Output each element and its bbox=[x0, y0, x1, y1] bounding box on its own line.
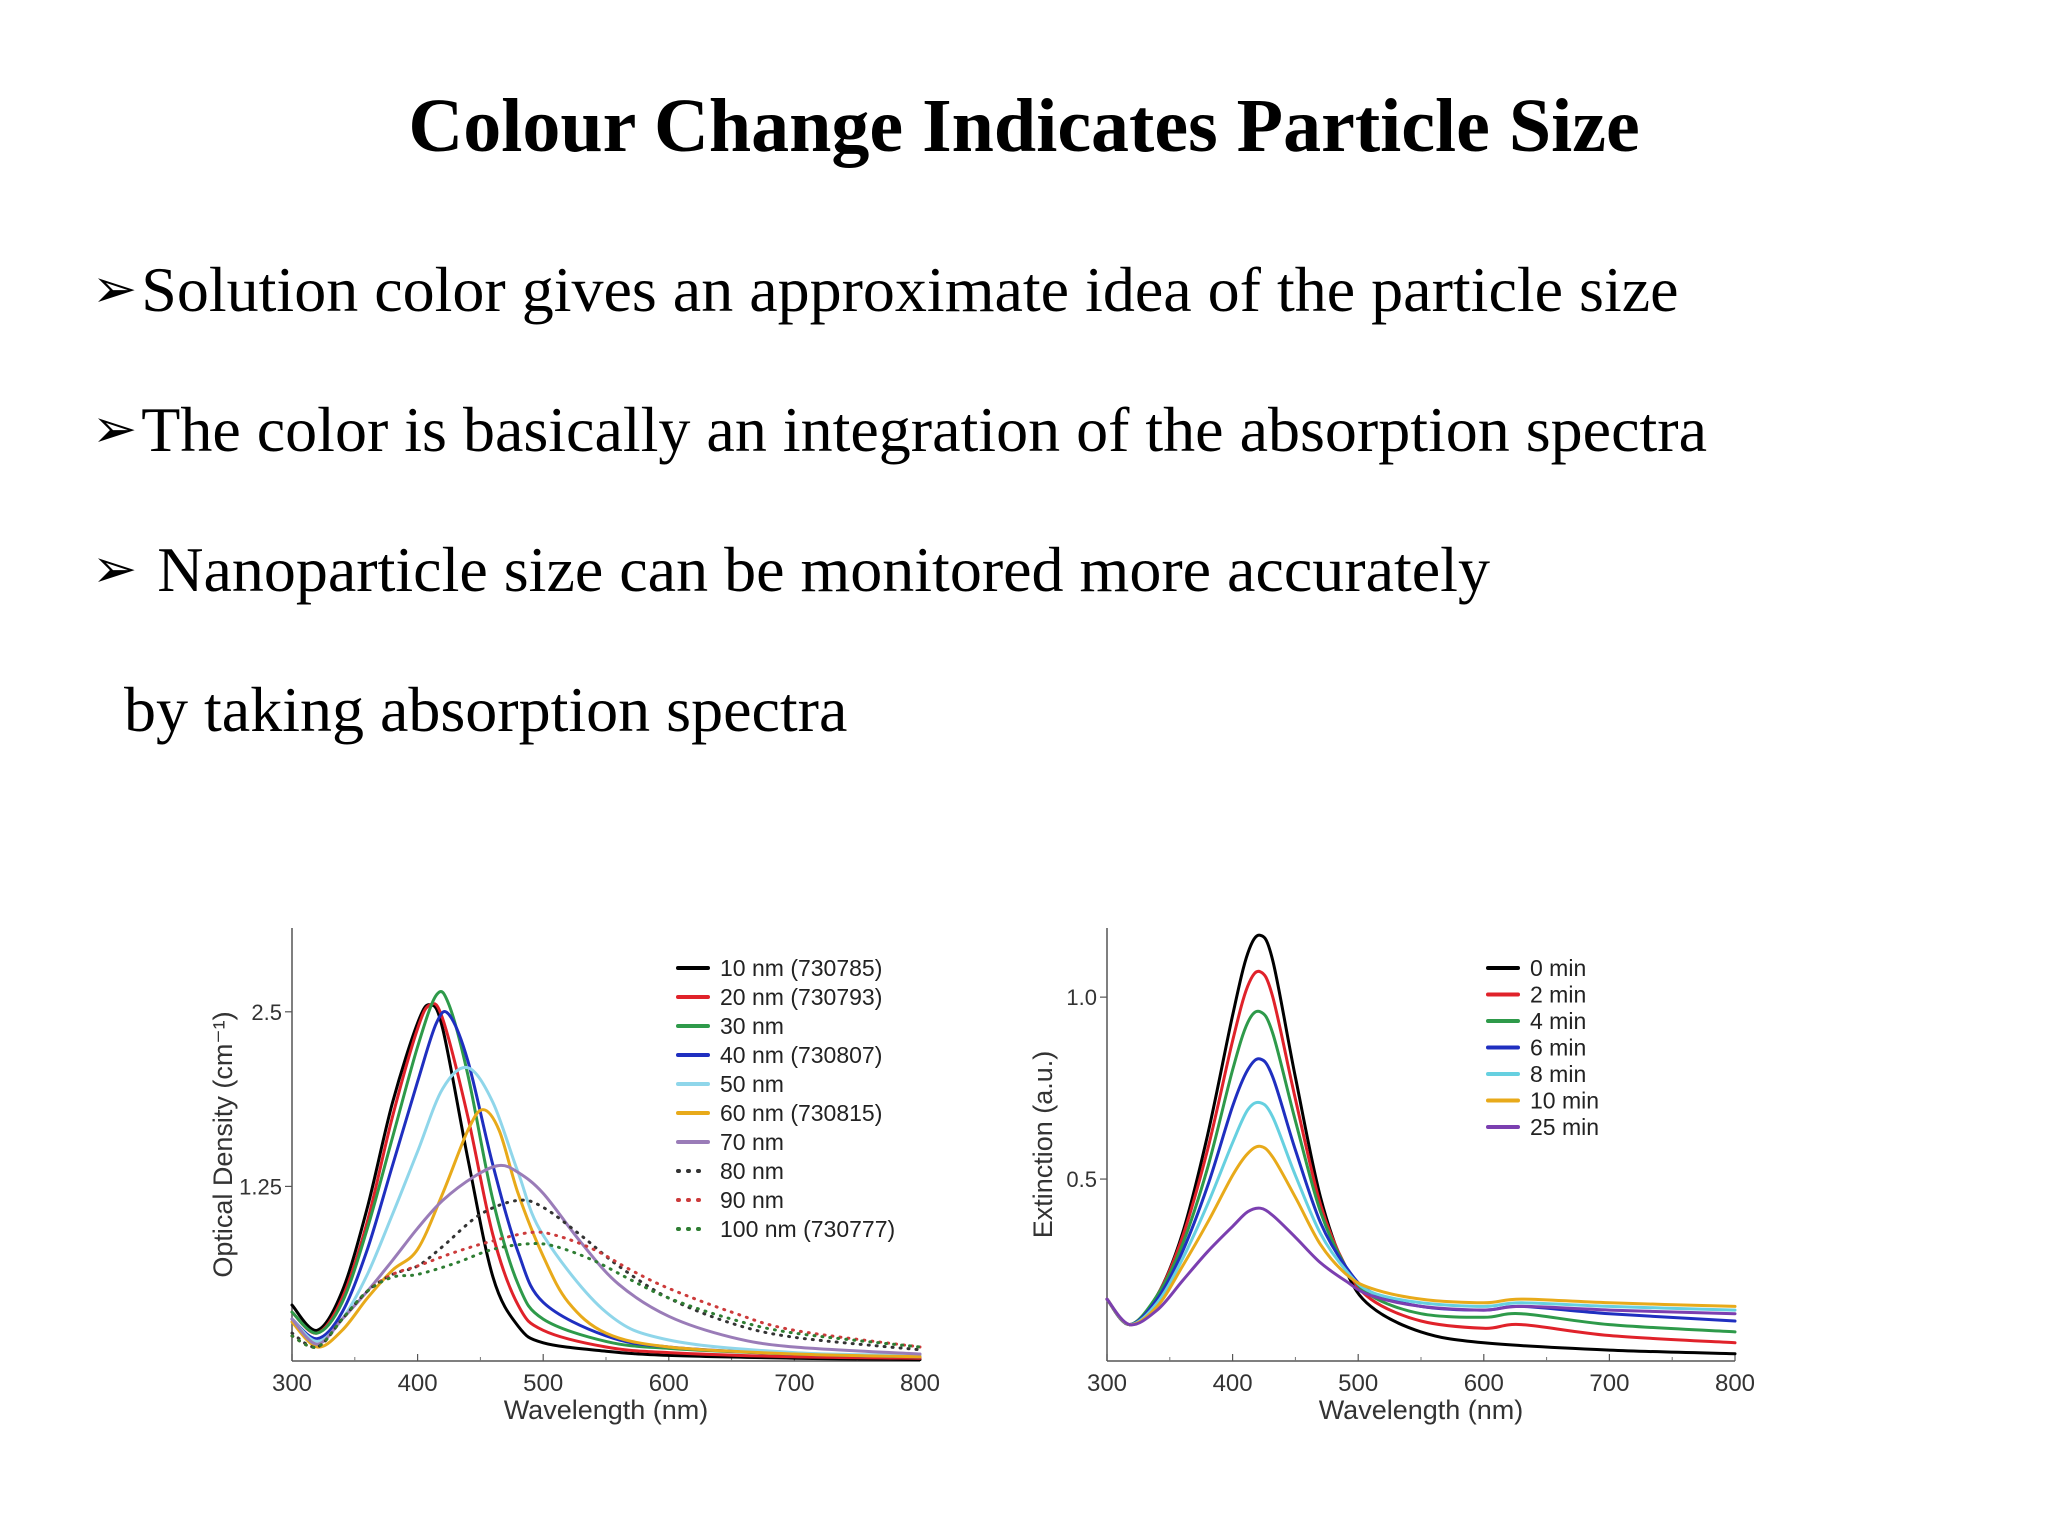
bullet-1-text: Solution color gives an approximate idea… bbox=[141, 254, 1679, 325]
legend-label: 80 nm bbox=[720, 1158, 784, 1184]
series-line-60-nm-730815 bbox=[290, 1108, 922, 1359]
x-tick-label: 500 bbox=[523, 1370, 563, 1397]
legend-label: 50 nm bbox=[720, 1071, 784, 1097]
x-tick-label: 600 bbox=[649, 1370, 689, 1397]
series-line-4-min bbox=[1105, 1009, 1737, 1334]
x-tick-label: 700 bbox=[1589, 1370, 1629, 1397]
bullet-3-continuation: by taking absorption spectra bbox=[124, 674, 848, 745]
x-tick-label: 300 bbox=[272, 1370, 312, 1397]
y-tick-label: 2.5 bbox=[251, 1000, 282, 1025]
bullet-2-text: The color is basically an integration of… bbox=[141, 394, 1707, 465]
series-line-100-nm-730777 bbox=[290, 1242, 922, 1349]
legend-label: 25 min bbox=[1530, 1114, 1599, 1140]
bullet-3: ➢ Nanoparticle size can be monitored mor… bbox=[92, 538, 1490, 602]
legend-label: 40 nm (730807) bbox=[720, 1042, 882, 1068]
legend-label: 4 min bbox=[1530, 1008, 1586, 1034]
legend-label: 20 nm (730793) bbox=[720, 984, 882, 1010]
x-tick-label: 400 bbox=[398, 1370, 438, 1397]
x-tick-label: 600 bbox=[1464, 1370, 1504, 1397]
x-tick-label: 300 bbox=[1087, 1370, 1127, 1397]
bullet-3-text: Nanoparticle size can be monitored more … bbox=[141, 534, 1490, 605]
legend-label: 8 min bbox=[1530, 1061, 1586, 1087]
legend-label: 6 min bbox=[1530, 1035, 1586, 1061]
series-line-80-nm bbox=[290, 1198, 922, 1352]
particle-size-chart: 300 400 500 600 700 800 1.25 2.5 Wavelength (nm)… bbox=[208, 928, 940, 1425]
y-tick-label: 1.0 bbox=[1066, 985, 1097, 1010]
x-tick-label: 500 bbox=[1338, 1370, 1378, 1397]
series-line-10-min bbox=[1105, 1144, 1737, 1327]
x-tick-label: 400 bbox=[1213, 1370, 1253, 1397]
x-tick-label: 800 bbox=[900, 1370, 940, 1397]
x-axis-label: Wavelength (nm) bbox=[1319, 1395, 1524, 1425]
series-line-0-min bbox=[1105, 933, 1737, 1356]
x-tick-label: 800 bbox=[1715, 1370, 1755, 1397]
series-line-50-nm bbox=[290, 1065, 922, 1357]
arrow-bullet-icon: ➢ bbox=[92, 537, 138, 600]
series-line-10-nm-730785 bbox=[290, 1003, 922, 1362]
series-line-20-nm-730793 bbox=[290, 1002, 922, 1360]
legend-label: 2 min bbox=[1530, 982, 1586, 1008]
series-line-25-min bbox=[1105, 1206, 1737, 1327]
bullet-1: ➢Solution color gives an approximate ide… bbox=[92, 258, 1679, 322]
series-line-70-nm bbox=[290, 1163, 922, 1356]
legend-label: 70 nm bbox=[720, 1129, 784, 1155]
y-tick-label: 1.25 bbox=[239, 1174, 282, 1199]
x-axis-label: Wavelength (nm) bbox=[504, 1395, 709, 1425]
legend-label: 30 nm bbox=[720, 1013, 784, 1039]
y-tick-label: 0.5 bbox=[1066, 1167, 1097, 1192]
series-line-90-nm bbox=[290, 1230, 922, 1349]
arrow-bullet-icon: ➢ bbox=[92, 257, 138, 320]
bullet-2: ➢The color is basically an integration o… bbox=[92, 398, 1707, 462]
extinction-time-chart: 300 400 500 600 700 800 0.5 1.0 Wavelength (nm) E… bbox=[1028, 928, 1755, 1425]
series-line-2-min bbox=[1105, 969, 1737, 1345]
legend-label: 10 min bbox=[1530, 1088, 1599, 1114]
legend-label: 10 nm (730785) bbox=[720, 955, 882, 981]
x-tick-label: 700 bbox=[774, 1370, 814, 1397]
legend-label: 100 nm (730777) bbox=[720, 1216, 895, 1242]
y-axis-label: Optical Density (cm⁻¹) bbox=[208, 1011, 238, 1277]
legend-label: 0 min bbox=[1530, 955, 1586, 981]
slide-title: Colour Change Indicates Particle Size bbox=[408, 84, 1640, 168]
series-line-8-min bbox=[1105, 1100, 1737, 1327]
legend-label: 90 nm bbox=[720, 1187, 784, 1213]
y-axis-label: Extinction (a.u.) bbox=[1028, 1051, 1058, 1239]
arrow-bullet-icon: ➢ bbox=[92, 397, 138, 460]
legend-label: 60 nm (730815) bbox=[720, 1100, 882, 1126]
